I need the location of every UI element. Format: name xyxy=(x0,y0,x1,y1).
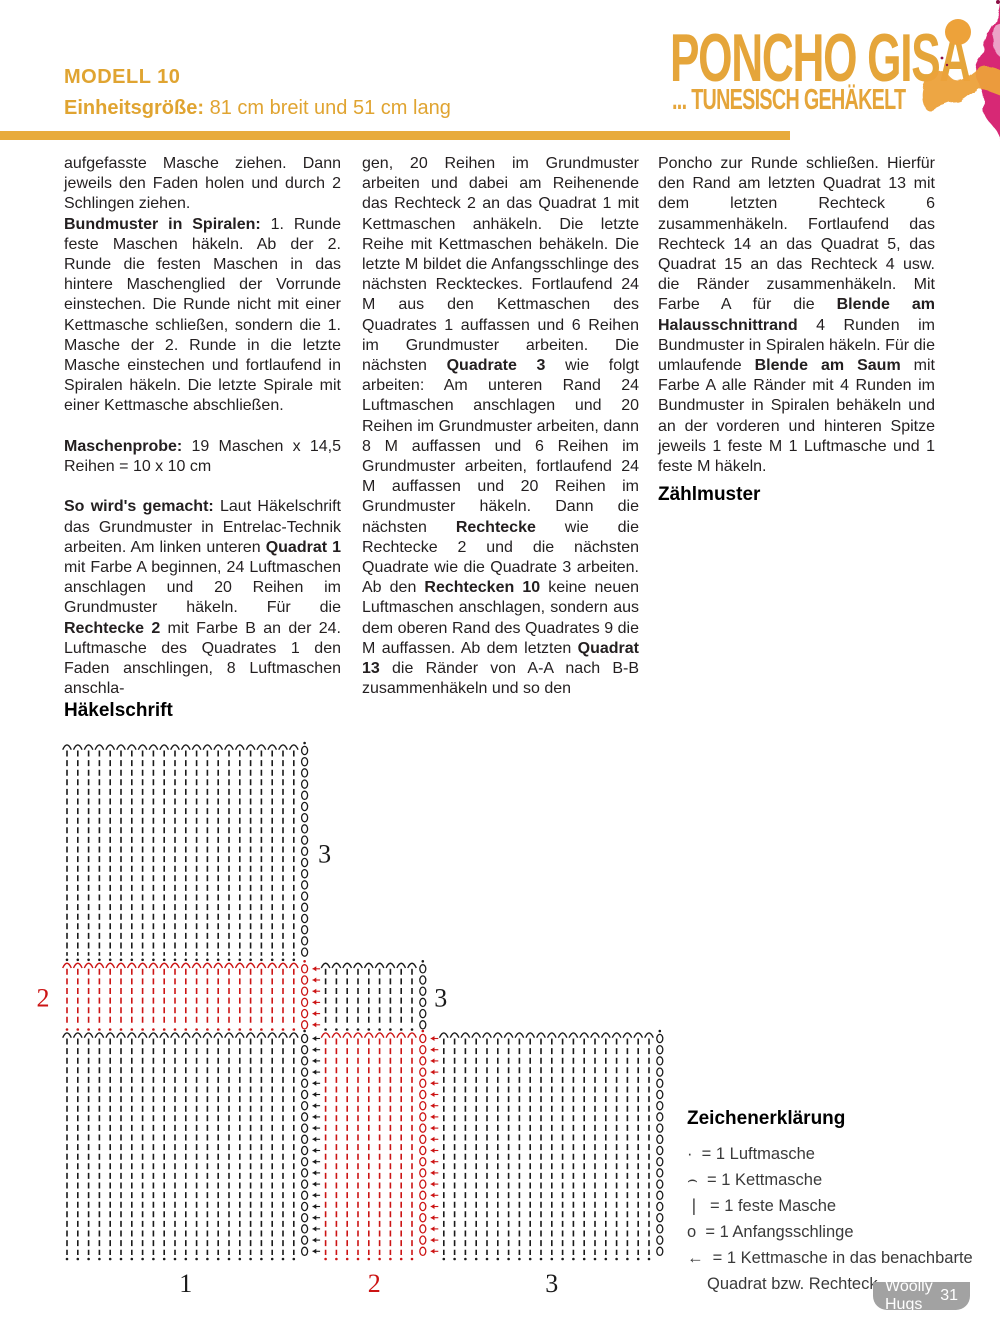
svg-text:2: 2 xyxy=(37,984,50,1013)
svg-text:2: 2 xyxy=(368,1269,381,1298)
svg-text:1: 1 xyxy=(179,1269,192,1298)
svg-text:3: 3 xyxy=(434,984,447,1013)
svg-text:3: 3 xyxy=(545,1269,558,1298)
svg-text:3: 3 xyxy=(318,840,331,869)
